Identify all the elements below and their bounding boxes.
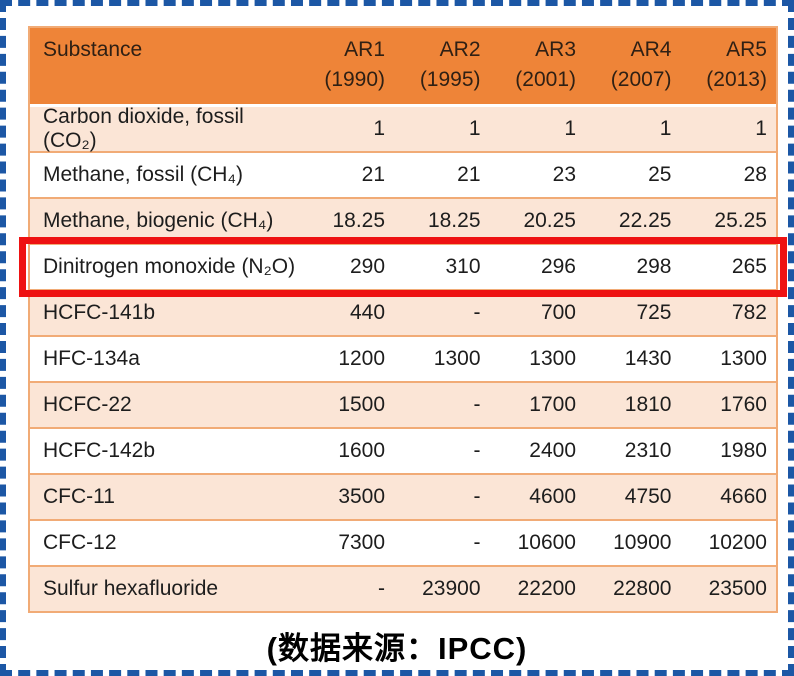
report-year: (1990) bbox=[324, 68, 386, 91]
table-header: Substance AR1 (1990) AR2 (1995) AR3 (2001) AR4… bbox=[30, 28, 776, 107]
value-cell: 700 bbox=[540, 301, 576, 324]
value-cell: 18.25 bbox=[427, 209, 481, 232]
gwp-table: Substance AR1 (1990) AR2 (1995) AR3 (2001) AR4… bbox=[19, 26, 787, 613]
value-cell: 1 bbox=[468, 117, 481, 140]
table-body: Carbon dioxide, fossil (CO₂) 1 1 1 1 1 Methane… bbox=[19, 105, 787, 611]
value-cell: 1 bbox=[373, 117, 386, 140]
value-cell: 1 bbox=[755, 117, 767, 140]
table-row: Dinitrogen monoxide (N₂O) 290 310 296 298 265 bbox=[19, 237, 787, 297]
substance-cell: Carbon dioxide, fossil (CO₂) bbox=[43, 105, 244, 152]
substance-cell: HFC-134a bbox=[43, 347, 140, 370]
value-cell: 1300 bbox=[433, 347, 481, 370]
table-row: Methane, fossil (CH₄) 21 21 23 25 28 bbox=[30, 151, 776, 197]
value-cell: 298 bbox=[636, 255, 672, 278]
value-cell: 21 bbox=[361, 163, 386, 186]
value-cell: - bbox=[473, 531, 481, 554]
value-cell: 4660 bbox=[720, 485, 767, 508]
column-header-report: AR5 (2013) bbox=[680, 35, 775, 95]
value-cell: 22800 bbox=[613, 577, 672, 600]
substance-cell: CFC-12 bbox=[43, 531, 117, 554]
report-year: (1995) bbox=[419, 68, 481, 91]
substance-cell: HCFC-141b bbox=[43, 301, 156, 324]
value-cell: 18.25 bbox=[332, 209, 386, 232]
value-cell: 1300 bbox=[720, 347, 767, 370]
value-cell: 1760 bbox=[720, 393, 767, 416]
value-cell: 1500 bbox=[338, 393, 386, 416]
report-year: (2013) bbox=[706, 68, 767, 91]
value-cell: 10200 bbox=[708, 531, 767, 554]
value-cell: 7300 bbox=[338, 531, 386, 554]
value-cell: 1810 bbox=[624, 393, 672, 416]
value-cell: 1300 bbox=[529, 347, 576, 370]
value-cell: - bbox=[378, 577, 386, 600]
value-cell: 290 bbox=[349, 255, 386, 278]
value-cell: 265 bbox=[731, 255, 767, 278]
table-row: Methane, biogenic (CH₄) 18.25 18.25 20.25 22… bbox=[30, 197, 776, 243]
table-row: HCFC-141b 440 - 700 725 782 bbox=[30, 289, 776, 335]
value-cell: 10900 bbox=[613, 531, 672, 554]
column-header-report: AR2 (1995) bbox=[394, 35, 489, 95]
value-cell: 25 bbox=[648, 163, 672, 186]
value-cell: 1700 bbox=[529, 393, 576, 416]
column-header-report: AR4 (2007) bbox=[585, 35, 680, 95]
substance-cell: Sulfur hexafluoride bbox=[43, 577, 219, 600]
substance-cell: HCFC-22 bbox=[43, 393, 132, 416]
table-row: HFC-134a 1200 1300 1300 1430 1300 bbox=[30, 335, 776, 381]
value-cell: 28 bbox=[743, 163, 767, 186]
substance-cell: Dinitrogen monoxide (N₂O) bbox=[43, 255, 296, 278]
value-cell: 22.25 bbox=[618, 209, 672, 232]
value-cell: 21 bbox=[457, 163, 481, 186]
report-year: (2007) bbox=[610, 68, 672, 91]
substance-cell: HCFC-142b bbox=[43, 439, 156, 462]
value-cell: - bbox=[473, 301, 481, 324]
report-name: AR2 bbox=[439, 38, 481, 61]
column-header-report: AR3 (2001) bbox=[490, 35, 585, 95]
value-cell: 4600 bbox=[529, 485, 576, 508]
value-cell: 20.25 bbox=[523, 209, 576, 232]
substance-cell: CFC-11 bbox=[43, 485, 115, 508]
value-cell: 1 bbox=[564, 117, 576, 140]
report-year: (2001) bbox=[515, 68, 576, 91]
value-cell: 310 bbox=[445, 255, 481, 278]
value-cell: 782 bbox=[731, 301, 767, 324]
table-row: Sulfur hexafluoride - 23900 22200 22800 23500 bbox=[30, 565, 776, 611]
value-cell: 25.25 bbox=[714, 209, 767, 232]
table-row: Carbon dioxide, fossil (CO₂) 1 1 1 1 1 bbox=[30, 105, 776, 152]
value-cell: 1980 bbox=[720, 439, 767, 462]
column-header-substance: Substance bbox=[30, 35, 299, 95]
table-row: HCFC-142b 1600 - 2400 2310 1980 bbox=[30, 427, 776, 473]
value-cell: - bbox=[473, 393, 481, 416]
report-name: AR3 bbox=[535, 38, 576, 61]
value-cell: 23900 bbox=[422, 577, 481, 600]
value-cell: 10600 bbox=[517, 531, 576, 554]
value-cell: 440 bbox=[349, 301, 386, 324]
value-cell: 1 bbox=[659, 117, 672, 140]
value-cell: - bbox=[473, 439, 481, 462]
report-name: AR4 bbox=[630, 38, 672, 61]
caption: (数据来源：IPCC) bbox=[266, 631, 528, 666]
value-cell: 3500 bbox=[338, 485, 386, 508]
value-cell: 2310 bbox=[624, 439, 672, 462]
table-row: CFC-12 7300 - 10600 10900 10200 bbox=[30, 519, 776, 565]
value-cell: 725 bbox=[636, 301, 672, 324]
report-name: AR1 bbox=[344, 38, 386, 61]
table-row: CFC-11 3500 - 4600 4750 4660 bbox=[30, 473, 776, 519]
value-cell: 4750 bbox=[624, 485, 672, 508]
column-header-report: AR1 (1990) bbox=[299, 35, 394, 95]
substance-cell: Methane, biogenic (CH₄) bbox=[43, 209, 274, 232]
value-cell: 23500 bbox=[708, 577, 767, 600]
value-cell: 2400 bbox=[529, 439, 576, 462]
report-name: AR5 bbox=[726, 38, 767, 61]
value-cell: - bbox=[473, 485, 481, 508]
substance-cell: Methane, fossil (CH₄) bbox=[43, 163, 243, 186]
value-cell: 23 bbox=[552, 163, 576, 186]
value-cell: 1200 bbox=[338, 347, 386, 370]
value-cell: 1430 bbox=[624, 347, 672, 370]
column-header-label: Substance bbox=[43, 38, 143, 61]
value-cell: 296 bbox=[540, 255, 576, 278]
value-cell: 1600 bbox=[338, 439, 386, 462]
table-row: HCFC-22 1500 - 1700 1810 1760 bbox=[30, 381, 776, 427]
value-cell: 22200 bbox=[517, 577, 576, 600]
